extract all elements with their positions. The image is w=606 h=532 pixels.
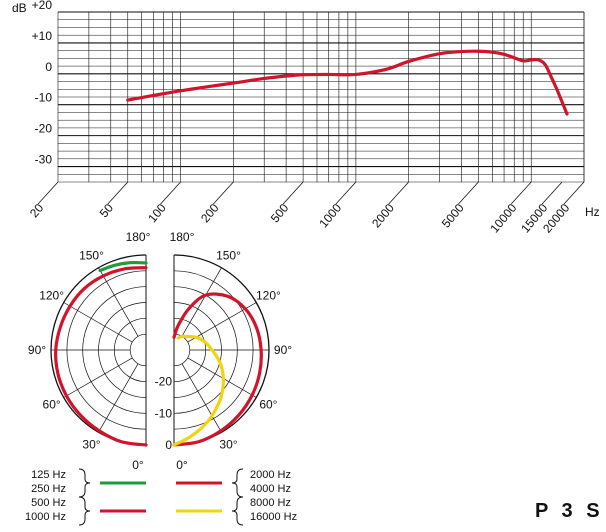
fr-x-tick-mark <box>335 181 357 205</box>
fr-y-tick-label: -20 <box>35 122 53 136</box>
fr-y-tick-label: -10 <box>35 91 53 105</box>
polar-legend: 125 Hz 250 Hz 500 Hz 1000 Hz 2000 Hz 400… <box>25 468 297 526</box>
legend-right-2-line2: 16000 Hz <box>250 511 297 523</box>
polar-grid-circle <box>173 333 190 367</box>
fr-x-tick-mark <box>282 181 304 205</box>
polar-angle-label-left: 90° <box>28 343 46 357</box>
fr-x-tick-mark <box>388 181 409 205</box>
legend-right-1-line1: 2000 Hz <box>250 469 291 481</box>
polar-angle-label-right: 30° <box>219 437 237 451</box>
polar-grid-radial <box>181 267 222 337</box>
polar-angle-labels: 0° 0° 30° 30° 60° 60° 90° 90° 120° 120° 150° 150° 18… <box>28 230 292 472</box>
fr-x-tick-label: 5000 <box>439 201 467 231</box>
fr-x-tick-label: 2000 <box>369 201 397 231</box>
fr-y-tick-label: -30 <box>35 153 53 167</box>
polar-angle-label-left: 180° <box>126 230 151 244</box>
fr-y-tick-label: 0 <box>45 60 52 74</box>
legend-brace-left-2 <box>78 496 91 526</box>
polar-grid-left <box>50 254 147 446</box>
polar-radius-tick-label: -10 <box>155 406 173 420</box>
legend-left-2-line2: 1000 Hz <box>25 511 66 523</box>
legend-right-2-line1: 8000 Hz <box>250 497 291 509</box>
fr-x-tick-label: 50 <box>97 201 117 220</box>
polar-grid-radial <box>98 363 139 433</box>
legend-brace-left-1 <box>78 468 91 498</box>
legend-left-1-line2: 250 Hz <box>31 483 66 495</box>
fr-x-tick-mark <box>37 181 59 205</box>
polar-radius-tick-label: 0 <box>165 438 172 452</box>
polar-angle-label-left: 60° <box>43 398 61 412</box>
polar-angle-label-right: 0° <box>176 458 188 472</box>
polar-angle-label-left: 30° <box>82 437 100 451</box>
legend-left-2-line1: 500 Hz <box>31 497 66 509</box>
polar-pattern-chart: -20 -10 0 0° 0° 30° 30° 60° 60° 90° 90° 120° 120° 15… <box>28 230 292 472</box>
frequency-response-chart: 20 50 100 200 500 1000 2000 5000 100001500020000… <box>12 0 600 235</box>
polar-grid-radial <box>98 267 139 337</box>
polar-radius-tick-labels: -20 -10 0 <box>155 375 173 452</box>
polar-angle-label-left: 150° <box>79 249 104 263</box>
fr-x-unit-label: Hz <box>585 205 600 219</box>
fr-x-tick-mark <box>458 181 479 205</box>
legend-brace-right-2 <box>231 496 244 526</box>
polar-grid-right <box>173 254 270 446</box>
polar-grid-radial <box>63 302 133 343</box>
fr-x-tick-label: 10000 <box>487 201 519 236</box>
polar-angle-label-right: 150° <box>216 249 241 263</box>
polar-right-series-1 <box>172 292 263 447</box>
fr-y-tick-labels: +20 +10 0 -10 -20 -30 <box>32 0 53 167</box>
polar-right-series-2 <box>172 334 225 447</box>
polar-angle-label-right: 90° <box>274 343 292 357</box>
polar-angle-label-right: 180° <box>170 230 195 244</box>
polar-grid-circle <box>130 333 147 367</box>
polar-angle-label-right: 120° <box>256 289 281 303</box>
fr-x-tick-label: 100 <box>145 201 169 226</box>
polar-grid-radial <box>63 357 133 398</box>
fr-x-tick-label: 20 <box>27 201 47 220</box>
polar-left-series-2 <box>54 266 148 447</box>
polar-left-series-1 <box>98 260 148 273</box>
fr-x-tick-label: 500 <box>268 201 292 226</box>
fr-series-line <box>126 49 569 116</box>
polar-radius-tick-label: -20 <box>155 375 173 389</box>
legend-left-1-line1: 125 Hz <box>31 469 66 481</box>
fr-x-tick-mark <box>107 181 129 205</box>
fr-y-tick-label: +10 <box>32 29 53 43</box>
polar-grid-radial <box>181 363 222 433</box>
fr-x-tick-mark <box>213 181 234 205</box>
fr-x-tick-label: 200 <box>198 201 222 226</box>
model-name: P 3 S <box>535 500 604 522</box>
fr-x-tick-mark <box>563 181 585 205</box>
polar-angle-label-left: 120° <box>39 289 64 303</box>
fr-x-tick-label: 1000 <box>316 201 344 231</box>
legend-right-1-line2: 4000 Hz <box>250 483 291 495</box>
fr-x-tick-mark <box>160 181 181 205</box>
polar-angle-label-left: 0° <box>132 458 144 472</box>
fr-x-tick-mark <box>541 181 563 205</box>
fr-y-unit-label: dB <box>12 1 27 15</box>
polar-angle-label-right: 60° <box>259 398 277 412</box>
fr-y-tick-label: +20 <box>32 0 53 12</box>
legend-brace-right-1 <box>231 468 244 498</box>
polar-series <box>54 260 263 447</box>
fr-x-tick-mark <box>510 181 532 205</box>
